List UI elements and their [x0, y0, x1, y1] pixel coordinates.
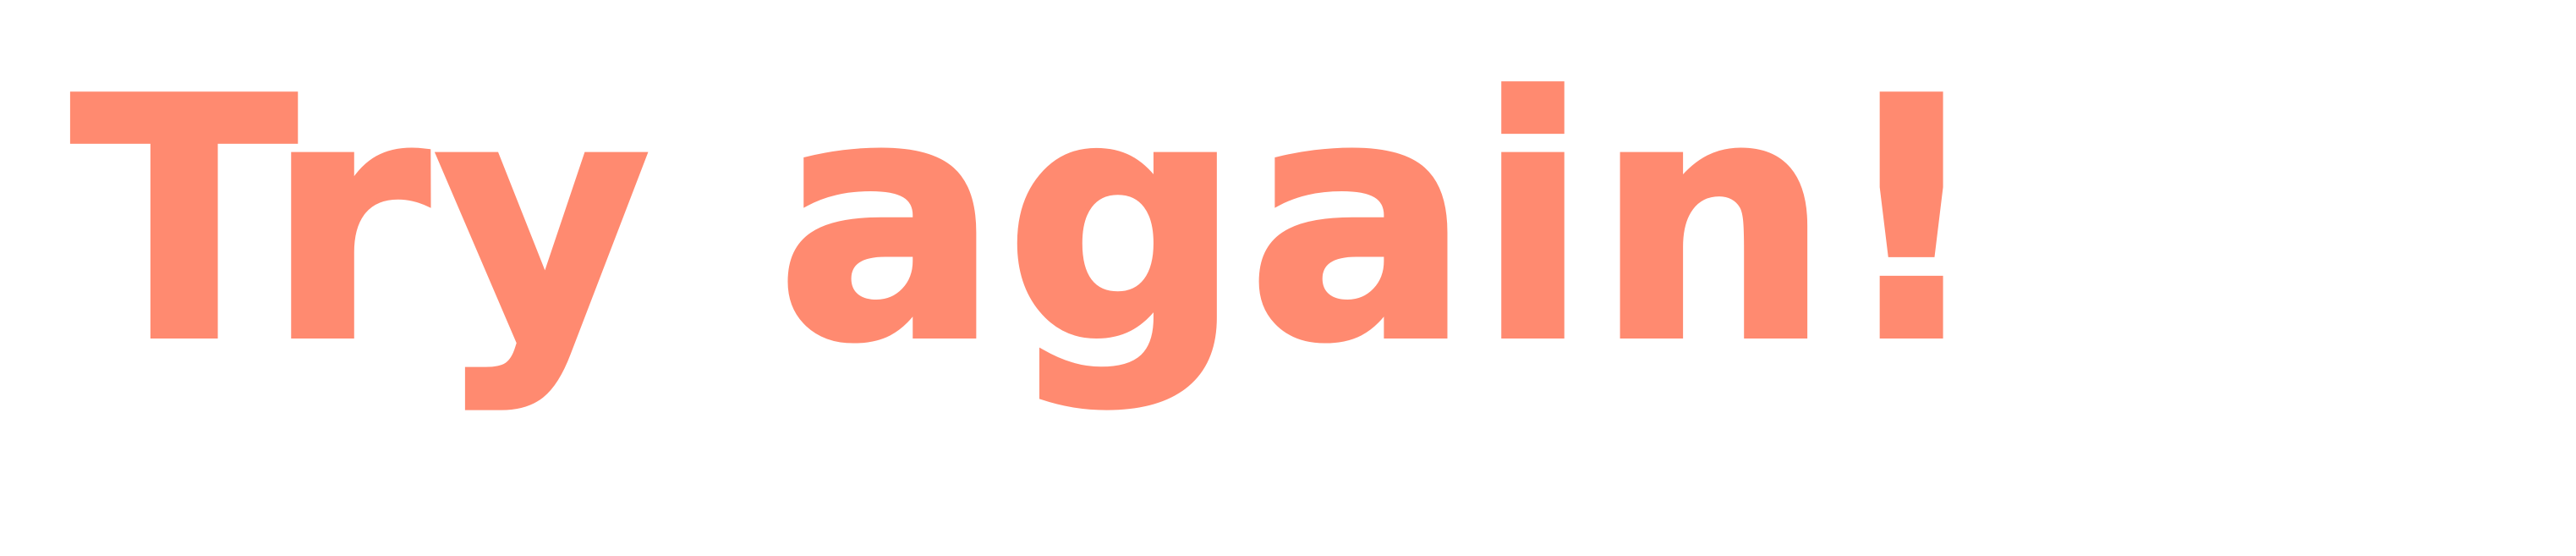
try-again-message: Try again! — [69, 29, 1992, 415]
